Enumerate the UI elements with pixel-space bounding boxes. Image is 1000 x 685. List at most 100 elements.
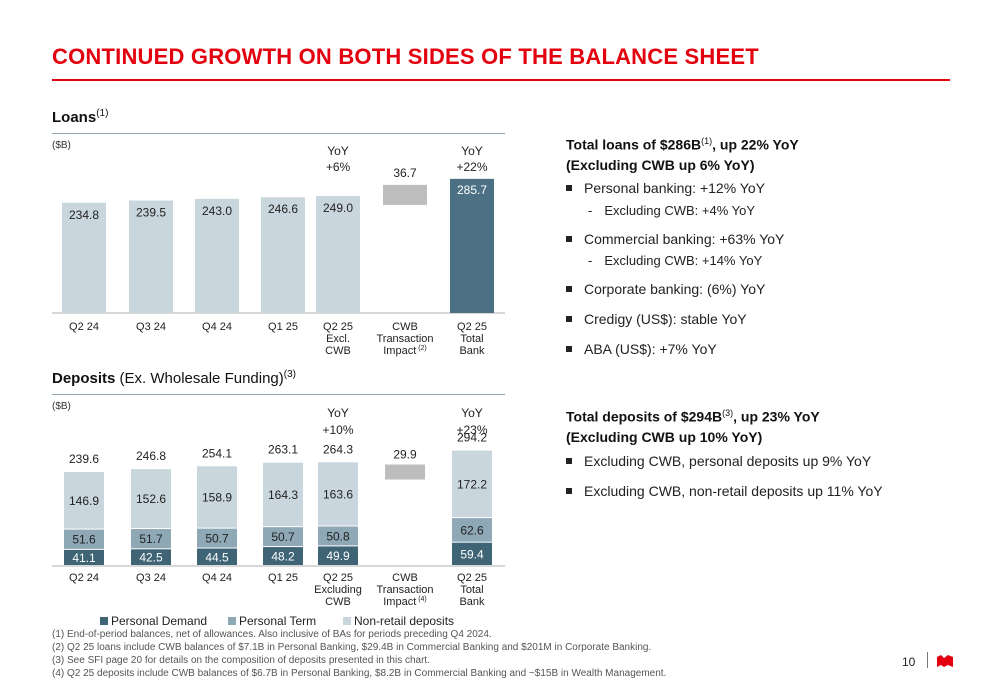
deposits-segment-label: 50.7 (271, 530, 295, 544)
deposits-segment-label: 49.9 (326, 549, 350, 563)
loans-divider (52, 133, 505, 134)
loans-bar (129, 200, 173, 313)
deposits-bar-non-retail (318, 462, 358, 526)
deposits-bar-non-retail (452, 450, 492, 518)
bullet-square-icon (566, 346, 572, 353)
loans-heading: Loans(1) (52, 108, 109, 126)
bullet-non-retail-deposits: Excluding CWB, non-retail deposits up 11… (566, 483, 883, 499)
deposits-bar-personal-term (131, 529, 171, 549)
deposits-segment-label: 158.9 (202, 490, 232, 504)
loans-bar-label: 243.0 (202, 204, 232, 218)
bullet-square-icon (566, 458, 572, 465)
loans-category-label: Q4 24 (202, 321, 232, 333)
legend-personal-demand: Personal Demand (100, 614, 207, 628)
title-divider (52, 79, 950, 81)
deposits-segment-label: 152.6 (136, 492, 166, 506)
loans-bar-label: 285.7 (457, 183, 487, 197)
loans-category-label: Excl. (326, 333, 350, 345)
deposits-category-label: Q1 25 (268, 572, 298, 584)
deposits-category-label: Q3 24 (136, 572, 166, 584)
loans-category-label: Q3 24 (136, 321, 166, 333)
bullet-corporate-banking: Corporate banking: (6%) YoY (566, 281, 765, 297)
deposits-segment-label: 51.6 (72, 533, 96, 547)
loans-category-label: Q2 24 (69, 321, 99, 333)
loans-category-label: Impact (2) (383, 345, 427, 357)
deposits-segment-label: 50.7 (205, 532, 229, 546)
deposits-total-label: 239.6 (69, 452, 99, 466)
loans-category-label: CWB (392, 321, 418, 333)
deposits-unit: ($B) (52, 401, 71, 412)
loans-category-label: Q1 25 (268, 321, 298, 333)
deposits-segment-label: 62.6 (460, 523, 484, 537)
deposits-yoy-value: +10% (322, 423, 353, 437)
loans-bar (316, 196, 360, 313)
legend-swatch (100, 616, 108, 625)
deposits-category-label: Total (460, 584, 483, 596)
bullet-square-icon (566, 488, 572, 495)
deposits-segment-label: 42.5 (139, 551, 163, 565)
deposits-bar-non-retail (64, 471, 104, 529)
deposits-bar-personal-demand (318, 546, 358, 565)
deposits-category-footnote: (4) (416, 596, 427, 603)
deposits-yoy-label: YoY (327, 406, 349, 420)
deposits-bar-personal-term (318, 526, 358, 546)
bullet-personal-banking: Personal banking: +12% YoY (566, 180, 765, 196)
deposits-bar-personal-demand (131, 549, 171, 565)
deposits-category-label: Bank (459, 596, 485, 608)
bullet-personal-deposits: Excluding CWB, personal deposits up 9% Y… (566, 453, 871, 469)
deposits-total-label: 263.1 (268, 443, 298, 457)
deposits-category-label: Q2 25 (457, 572, 487, 584)
deposits-total-label: 264.3 (323, 442, 353, 456)
deposits-bar-personal-demand (452, 542, 492, 565)
deposits-segment-label: 41.1 (72, 551, 96, 565)
bullet-square-icon (566, 185, 572, 192)
deposits-bar-non-retail (197, 466, 237, 528)
deposits-category-label: Q2 24 (69, 572, 99, 584)
legend-personal-term: Personal Term (228, 614, 316, 628)
deposits-segment-label: 51.7 (139, 532, 163, 546)
deposits-bar-personal-term (452, 518, 492, 542)
deposits-segment-label: 172.2 (457, 477, 487, 491)
loans-bar (195, 198, 239, 313)
page-title: CONTINUED GROWTH ON BOTH SIDES OF THE BA… (52, 44, 759, 69)
deposits-segment-label: 146.9 (69, 494, 99, 508)
bullet-credigy: Credigy (US$): stable YoY (566, 311, 747, 327)
deposits-yoy-label: YoY (461, 406, 483, 420)
deposits-yoy-value: +23% (456, 423, 487, 437)
loans-category-label: Transaction (376, 333, 433, 345)
legend-swatch (228, 616, 236, 625)
loans-category-label: Total (460, 333, 483, 345)
deposits-bar-personal-demand (197, 548, 237, 565)
deposits-segment-label: 164.3 (268, 488, 298, 502)
loans-bar-label: 234.8 (69, 208, 99, 222)
deposits-category-label: CWB (392, 572, 418, 584)
footnote-2: (2) Q2 25 loans include CWB balances of … (52, 642, 652, 653)
legend-non-retail: Non-retail deposits (343, 614, 454, 628)
loans-bar-label: 249.0 (323, 201, 353, 215)
deposits-total-label: 254.1 (202, 446, 232, 460)
loans-bar-label: 246.6 (268, 202, 298, 216)
deposits-bar-personal-demand (263, 547, 303, 565)
deposits-bar-non-retail (263, 462, 303, 527)
loans-unit: ($B) (52, 140, 71, 151)
deposits-bar-personal-term (263, 527, 303, 547)
sub-bullet-commercial-ex-cwb: - Excluding CWB: +14% YoY (588, 253, 763, 268)
deposits-bar-personal-demand (64, 549, 104, 565)
deposits-category-label: CWB (325, 596, 351, 608)
legend-swatch (343, 616, 351, 625)
loans-category-label: Q2 25 (457, 321, 487, 333)
loans-bar (62, 202, 106, 313)
loans-bar-label: 36.7 (393, 166, 417, 180)
sub-bullet-personal-ex-cwb: - Excluding CWB: +4% YoY (588, 203, 756, 218)
deposits-bar-personal-term (64, 529, 104, 549)
bank-logo-icon (937, 655, 953, 667)
deposits-segment-label: 59.4 (460, 547, 484, 561)
loans-yoy-label: YoY (461, 144, 483, 158)
loans-category-footnote: (2) (416, 345, 427, 352)
deposits-summary-heading: Total deposits of $294B(3), up 23% YoY (E… (566, 408, 820, 445)
bullet-aba: ABA (US$): +7% YoY (566, 341, 717, 357)
bullet-square-icon (566, 236, 572, 243)
loans-yoy-value: +6% (326, 160, 351, 174)
deposits-segment-label: 163.6 (323, 487, 353, 501)
